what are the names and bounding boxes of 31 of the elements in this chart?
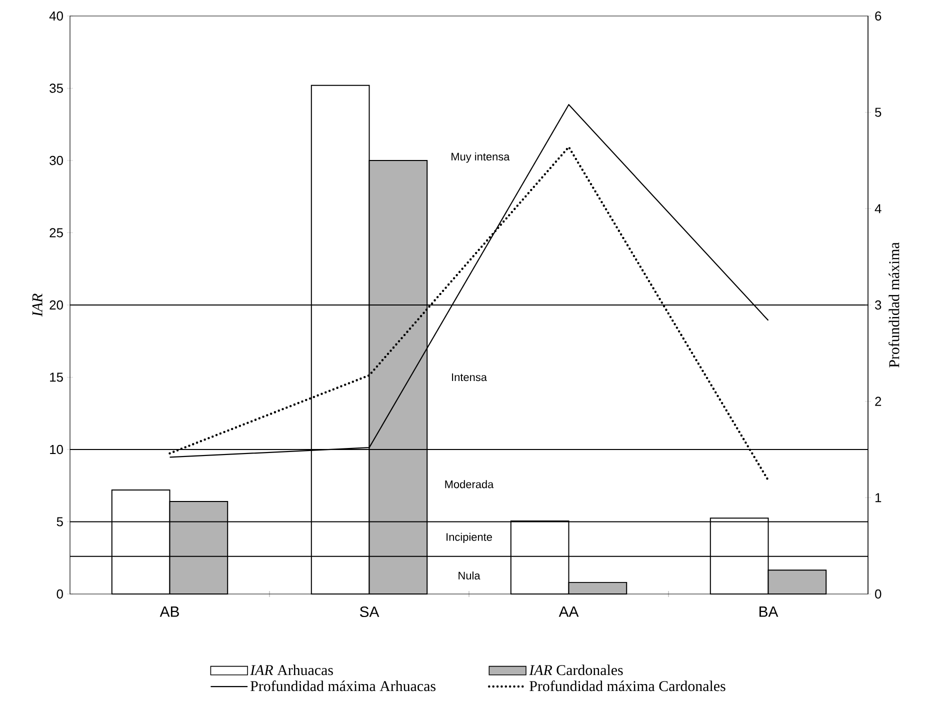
- y2-tick-label: 1: [876, 493, 882, 502]
- annotation: Moderada: [445, 480, 494, 488]
- y-tick-label: 5: [56, 517, 63, 526]
- x-tick-label: AB: [160, 606, 179, 617]
- x-tick-label: SA: [360, 606, 380, 618]
- legend-label: Profundidad máxima Arhuacas: [250, 680, 436, 692]
- y2-tick-label: 4: [874, 204, 882, 214]
- y2-tick-label: 6: [875, 11, 882, 21]
- legend-label: IAR Arhuacas: [250, 664, 333, 676]
- y2-tick-label: 0: [875, 589, 882, 599]
- legend-label: Profundidad máxima Cardonales: [530, 680, 726, 692]
- y2-tick-label: 5: [875, 108, 882, 117]
- annotation: Muy intensa: [452, 152, 510, 163]
- legend-label: IAR Cardonales: [529, 664, 623, 676]
- y-tick-label: 40: [49, 11, 63, 21]
- x-tick-label: AA: [558, 606, 579, 617]
- x-tick-label: BA: [760, 606, 778, 617]
- y-tick-label: 30: [50, 156, 63, 166]
- y-tick-label: 15: [50, 372, 63, 382]
- y2-tick-label: 2: [875, 396, 882, 406]
- y-axis-title: IAR: [32, 294, 42, 317]
- y-tick-label: 25: [50, 228, 63, 238]
- y2-tick-label: 3: [875, 300, 882, 310]
- y-tick-label: 35: [50, 84, 63, 93]
- y-tick-label: 20: [50, 300, 63, 310]
- y-tick-label: 10: [50, 444, 63, 454]
- y2-axis-title: Profundidad máxima: [888, 242, 900, 368]
- annotation: Incipiente: [446, 532, 492, 544]
- y-tick-label: 0: [56, 589, 63, 599]
- annotation: Nula: [458, 571, 480, 580]
- annotation: Intensa: [452, 373, 487, 382]
